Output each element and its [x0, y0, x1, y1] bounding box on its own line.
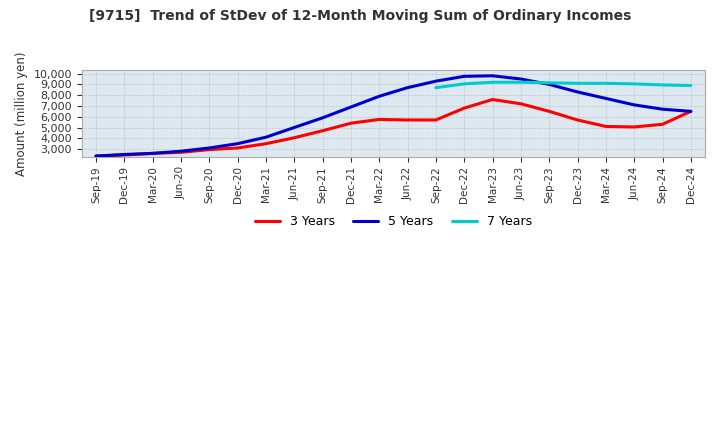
- 7 Years: [658, 82, 667, 88]
- 3 Years: [601, 124, 610, 129]
- 5 Years: [318, 115, 327, 121]
- 5 Years: [120, 152, 129, 157]
- 3 Years: [460, 106, 469, 111]
- 3 Years: [488, 97, 497, 102]
- Line: 7 Years: 7 Years: [436, 82, 690, 88]
- 3 Years: [290, 135, 299, 140]
- 7 Years: [460, 81, 469, 87]
- 3 Years: [375, 117, 384, 122]
- 3 Years: [658, 121, 667, 127]
- 3 Years: [318, 128, 327, 133]
- 3 Years: [346, 121, 355, 126]
- 5 Years: [148, 151, 157, 156]
- 5 Years: [686, 109, 695, 114]
- 7 Years: [601, 81, 610, 86]
- 5 Years: [176, 149, 185, 154]
- 7 Years: [573, 81, 582, 86]
- 3 Years: [205, 147, 214, 152]
- 3 Years: [91, 154, 100, 159]
- 5 Years: [545, 82, 554, 87]
- 5 Years: [488, 73, 497, 78]
- Text: [9715]  Trend of StDev of 12-Month Moving Sum of Ordinary Incomes: [9715] Trend of StDev of 12-Month Moving…: [89, 9, 631, 23]
- 5 Years: [346, 104, 355, 110]
- Line: 3 Years: 3 Years: [96, 99, 690, 156]
- Line: 5 Years: 5 Years: [96, 76, 690, 156]
- 5 Years: [91, 154, 100, 159]
- 7 Years: [516, 80, 525, 85]
- Legend: 3 Years, 5 Years, 7 Years: 3 Years, 5 Years, 7 Years: [250, 210, 537, 233]
- 7 Years: [630, 81, 639, 87]
- 5 Years: [516, 77, 525, 82]
- 3 Years: [233, 145, 242, 150]
- 7 Years: [686, 83, 695, 88]
- 5 Years: [630, 102, 639, 107]
- 3 Years: [120, 152, 129, 158]
- 5 Years: [375, 94, 384, 99]
- Y-axis label: Amount (million yen): Amount (million yen): [15, 51, 28, 176]
- 5 Years: [290, 125, 299, 130]
- 5 Years: [205, 145, 214, 150]
- 5 Years: [431, 78, 440, 84]
- 5 Years: [460, 73, 469, 79]
- 5 Years: [601, 96, 610, 101]
- 5 Years: [403, 85, 412, 90]
- 3 Years: [686, 109, 695, 114]
- 7 Years: [431, 85, 440, 90]
- 3 Years: [431, 117, 440, 123]
- 3 Years: [545, 109, 554, 114]
- 5 Years: [233, 141, 242, 147]
- 5 Years: [261, 135, 270, 140]
- 3 Years: [516, 101, 525, 106]
- 3 Years: [148, 151, 157, 156]
- 7 Years: [545, 80, 554, 85]
- 3 Years: [261, 141, 270, 147]
- 7 Years: [488, 80, 497, 85]
- 5 Years: [658, 106, 667, 112]
- 3 Years: [573, 117, 582, 123]
- 3 Years: [403, 117, 412, 123]
- 3 Years: [630, 125, 639, 130]
- 5 Years: [573, 89, 582, 95]
- 3 Years: [176, 150, 185, 155]
